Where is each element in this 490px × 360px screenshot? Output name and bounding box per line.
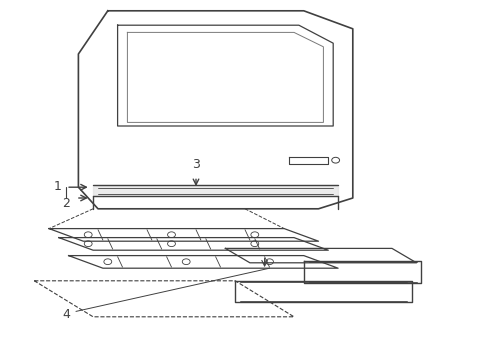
Text: 2: 2	[62, 197, 70, 210]
Text: 4: 4	[62, 309, 70, 321]
Text: 3: 3	[192, 158, 200, 171]
Text: 1: 1	[54, 180, 62, 193]
